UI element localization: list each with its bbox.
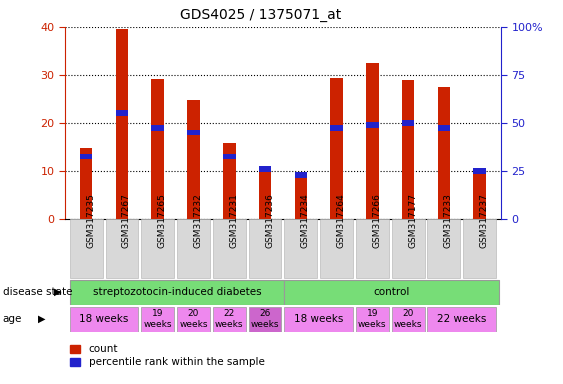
Text: GSM317231: GSM317231 <box>229 193 238 248</box>
Bar <box>80 154 92 159</box>
Text: 18 weeks: 18 weeks <box>79 314 129 324</box>
Text: 19
weeks: 19 weeks <box>358 310 387 329</box>
Text: GSM317237: GSM317237 <box>480 193 489 248</box>
Bar <box>402 120 414 126</box>
Text: 22
weeks: 22 weeks <box>215 310 244 329</box>
FancyBboxPatch shape <box>427 220 461 278</box>
Text: 19
weeks: 19 weeks <box>144 310 172 329</box>
Bar <box>294 172 307 177</box>
Bar <box>366 122 378 127</box>
Text: disease state: disease state <box>3 287 72 297</box>
Bar <box>116 29 128 219</box>
Text: streptozotocin-induced diabetes: streptozotocin-induced diabetes <box>93 287 261 297</box>
FancyBboxPatch shape <box>284 306 353 332</box>
FancyBboxPatch shape <box>213 306 245 332</box>
Text: ▶: ▶ <box>53 287 61 297</box>
Text: 22 weeks: 22 weeks <box>437 314 486 324</box>
FancyBboxPatch shape <box>70 280 284 305</box>
Bar <box>151 125 164 131</box>
FancyBboxPatch shape <box>284 220 317 278</box>
Bar <box>223 154 235 159</box>
FancyBboxPatch shape <box>427 306 496 332</box>
FancyBboxPatch shape <box>356 220 389 278</box>
Text: 18 weeks: 18 weeks <box>294 314 343 324</box>
Bar <box>259 166 271 172</box>
FancyBboxPatch shape <box>141 220 174 278</box>
Bar <box>473 168 486 174</box>
Bar <box>187 130 200 136</box>
Bar <box>402 79 414 219</box>
Text: GSM317266: GSM317266 <box>372 193 381 248</box>
FancyBboxPatch shape <box>70 306 138 332</box>
Bar <box>330 125 343 131</box>
Text: GSM317235: GSM317235 <box>86 193 95 248</box>
Text: GSM317234: GSM317234 <box>301 193 310 248</box>
FancyBboxPatch shape <box>392 306 425 332</box>
Bar <box>80 148 92 219</box>
Bar <box>187 100 200 219</box>
Title: GDS4025 / 1375071_at: GDS4025 / 1375071_at <box>181 8 342 22</box>
FancyBboxPatch shape <box>249 306 282 332</box>
FancyBboxPatch shape <box>463 220 496 278</box>
Text: GSM317232: GSM317232 <box>194 193 203 248</box>
Bar <box>366 63 378 219</box>
Text: GSM317233: GSM317233 <box>444 193 453 248</box>
Text: GSM317236: GSM317236 <box>265 193 274 248</box>
Bar <box>116 111 128 116</box>
FancyBboxPatch shape <box>284 280 499 305</box>
Legend: count, percentile rank within the sample: count, percentile rank within the sample <box>70 344 265 367</box>
FancyBboxPatch shape <box>356 306 389 332</box>
FancyBboxPatch shape <box>177 306 210 332</box>
Text: control: control <box>373 287 410 297</box>
FancyBboxPatch shape <box>392 220 425 278</box>
Text: GSM317265: GSM317265 <box>158 193 167 248</box>
Text: 26
weeks: 26 weeks <box>251 310 279 329</box>
Text: age: age <box>3 314 22 324</box>
Text: ▶: ▶ <box>38 314 46 324</box>
FancyBboxPatch shape <box>320 220 353 278</box>
Text: 20
weeks: 20 weeks <box>179 310 208 329</box>
FancyBboxPatch shape <box>249 220 282 278</box>
Bar <box>330 78 343 219</box>
Bar <box>151 79 164 219</box>
FancyBboxPatch shape <box>141 306 174 332</box>
FancyBboxPatch shape <box>177 220 210 278</box>
Bar <box>294 178 307 219</box>
Bar <box>437 87 450 219</box>
Bar <box>223 143 235 219</box>
Bar <box>437 125 450 131</box>
Text: 20
weeks: 20 weeks <box>394 310 422 329</box>
Text: GSM317177: GSM317177 <box>408 193 417 248</box>
Text: GSM317264: GSM317264 <box>337 193 346 248</box>
Bar <box>473 170 486 219</box>
Text: GSM317267: GSM317267 <box>122 193 131 248</box>
FancyBboxPatch shape <box>213 220 245 278</box>
Bar <box>259 166 271 219</box>
FancyBboxPatch shape <box>105 220 138 278</box>
FancyBboxPatch shape <box>70 220 102 278</box>
